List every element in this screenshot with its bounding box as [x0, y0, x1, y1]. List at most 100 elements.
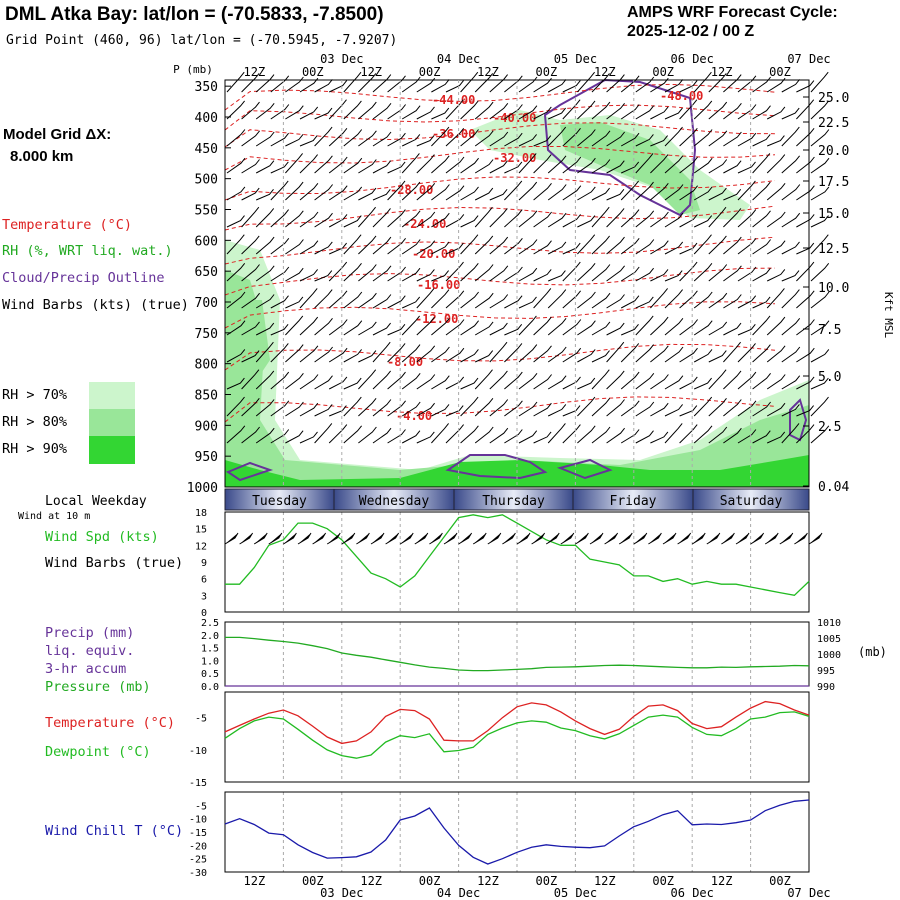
- wind-barb: [358, 369, 377, 390]
- wind-barb: [752, 372, 771, 390]
- wind-barb: [314, 404, 333, 417]
- wind-barb: [766, 154, 786, 174]
- cloud-outline-right: [789, 398, 808, 442]
- bottom-date-label: 07 Dec: [787, 886, 830, 900]
- top-hour-label: 00Z: [419, 65, 441, 79]
- wind-barb: [737, 161, 756, 174]
- wind-barb: [562, 127, 581, 147]
- wind-barb: [358, 264, 377, 282]
- pressure-line: [225, 636, 810, 672]
- grid-point-label: Grid Point (460, 96) lat/lon = (-70.5945…: [6, 33, 398, 48]
- wind-barb: [416, 106, 435, 120]
- wind-barb: [372, 341, 391, 363]
- height-tick-label: 10.0: [818, 281, 849, 296]
- wind-barb: [620, 295, 640, 309]
- wind-barb: [504, 237, 523, 255]
- wind-barb: [635, 239, 655, 255]
- temperature-contour-label: -40.00: [493, 111, 536, 125]
- wind-barb: [620, 209, 640, 228]
- wind-barb: [474, 235, 494, 255]
- wind-barb: [752, 267, 771, 282]
- wind-barb: [621, 323, 639, 336]
- wind-barb: [547, 404, 567, 417]
- wind-barb: [255, 208, 275, 228]
- cloud-outline-left: [225, 461, 274, 482]
- wind-barb: [285, 105, 304, 120]
- wind-barb: [679, 405, 698, 417]
- surface-wind-barb: [735, 532, 750, 545]
- surface-wind-barb: [297, 532, 312, 545]
- wind-barb: [270, 371, 290, 390]
- wind-barb: [328, 214, 348, 228]
- wind-barb: [241, 206, 260, 228]
- temperature-contour-label: -44.00: [432, 93, 475, 107]
- wind-barb: [285, 401, 304, 417]
- wind-barb: [606, 294, 625, 309]
- wind-barb: [226, 100, 245, 120]
- wind-barb: [650, 154, 669, 174]
- pressure-axis-label: Pressure (mb): [45, 679, 151, 695]
- wind-speed-line: [225, 514, 810, 596]
- wind-barb: [358, 397, 377, 417]
- wind-barb: [620, 237, 640, 255]
- wind-barb: [416, 431, 435, 444]
- wind-barb: [372, 427, 392, 444]
- wind-barb: [489, 341, 508, 363]
- wind-barb: [504, 266, 523, 282]
- page-title: DML Atka Bay: lat/lon = (-70.5833, -7.85…: [5, 4, 384, 25]
- temperature-tick: -15: [189, 778, 207, 789]
- wind-barb: [620, 161, 640, 174]
- wind-barb: [314, 184, 333, 201]
- bottom-hour-label: 00Z: [652, 874, 674, 888]
- wind-barb: [328, 127, 348, 147]
- wind-barb: [766, 240, 786, 255]
- wind-barb: [781, 126, 800, 147]
- wind-barb: [387, 75, 406, 93]
- wind-barb: [255, 427, 275, 444]
- wind-barb: [810, 100, 829, 120]
- wind-speed-tick: 9: [201, 558, 207, 569]
- wind-barb: [810, 215, 829, 228]
- rh-legend-90-swatch: [89, 436, 135, 464]
- wind-speed-axis-label: Wind Spd (kts): [45, 529, 159, 545]
- wind-barb: [796, 156, 815, 174]
- wind-barb: [474, 292, 494, 309]
- wind-barb: [723, 102, 742, 120]
- wind-barb: [591, 292, 611, 309]
- height-tick-label: 0.04: [818, 480, 849, 495]
- wind-barb: [708, 321, 728, 336]
- wind-barb: [533, 345, 552, 363]
- wind-barb: [474, 350, 494, 363]
- wind-barb: [226, 425, 246, 444]
- wind-barb: [431, 212, 450, 228]
- wind-barb: [445, 347, 465, 363]
- wind-barb: [606, 265, 625, 282]
- wind-barb: [431, 404, 450, 417]
- wind-barb: [723, 131, 742, 147]
- wind-barb: [650, 106, 669, 120]
- wind-barb: [547, 346, 567, 363]
- wind-barb: [708, 235, 727, 255]
- wind-barb: [518, 267, 538, 282]
- wind-barb: [343, 157, 363, 174]
- surface-wind-barb: [253, 532, 268, 545]
- cloud-outline: [225, 78, 808, 482]
- wind-barb: [533, 402, 552, 417]
- wind-barb: [737, 180, 756, 201]
- bottom-hour-label: 12Z: [244, 874, 266, 888]
- temperature-contour-label: -8.00: [387, 355, 423, 369]
- wind-barb: [255, 322, 275, 336]
- wind-barb: [650, 316, 669, 336]
- wind-barb: [328, 80, 348, 93]
- wind-barb: [460, 71, 479, 93]
- wind-barb: [358, 73, 377, 93]
- wind-barb: [679, 319, 698, 336]
- wind-barb: [737, 104, 757, 120]
- wind-barb: [693, 320, 713, 336]
- wind-barb: [723, 265, 742, 282]
- wind-barb: [752, 315, 771, 336]
- wind-barb: [518, 296, 537, 309]
- wind-barb: [591, 101, 611, 120]
- wind-barb: [577, 157, 596, 174]
- temperature-contour-label: -32.00: [493, 151, 536, 165]
